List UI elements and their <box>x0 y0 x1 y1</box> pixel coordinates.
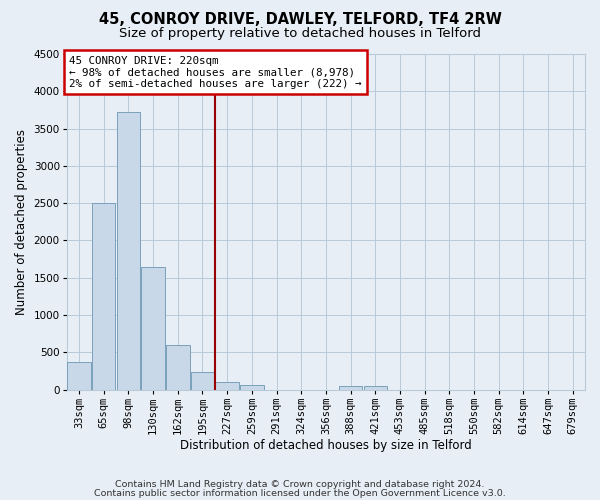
Bar <box>92 203 115 390</box>
Bar <box>166 345 190 390</box>
Text: Contains public sector information licensed under the Open Government Licence v3: Contains public sector information licen… <box>94 489 506 498</box>
Bar <box>240 385 263 390</box>
Bar <box>364 386 387 390</box>
Bar <box>142 267 165 390</box>
X-axis label: Distribution of detached houses by size in Telford: Distribution of detached houses by size … <box>180 440 472 452</box>
Text: Contains HM Land Registry data © Crown copyright and database right 2024.: Contains HM Land Registry data © Crown c… <box>115 480 485 489</box>
Y-axis label: Number of detached properties: Number of detached properties <box>15 129 28 315</box>
Text: Size of property relative to detached houses in Telford: Size of property relative to detached ho… <box>119 28 481 40</box>
Text: 45, CONROY DRIVE, DAWLEY, TELFORD, TF4 2RW: 45, CONROY DRIVE, DAWLEY, TELFORD, TF4 2… <box>98 12 502 28</box>
Text: 45 CONROY DRIVE: 220sqm
← 98% of detached houses are smaller (8,978)
2% of semi-: 45 CONROY DRIVE: 220sqm ← 98% of detache… <box>70 56 362 89</box>
Bar <box>339 386 362 390</box>
Bar <box>117 112 140 390</box>
Bar <box>191 372 214 390</box>
Bar <box>67 362 91 390</box>
Bar <box>215 382 239 390</box>
